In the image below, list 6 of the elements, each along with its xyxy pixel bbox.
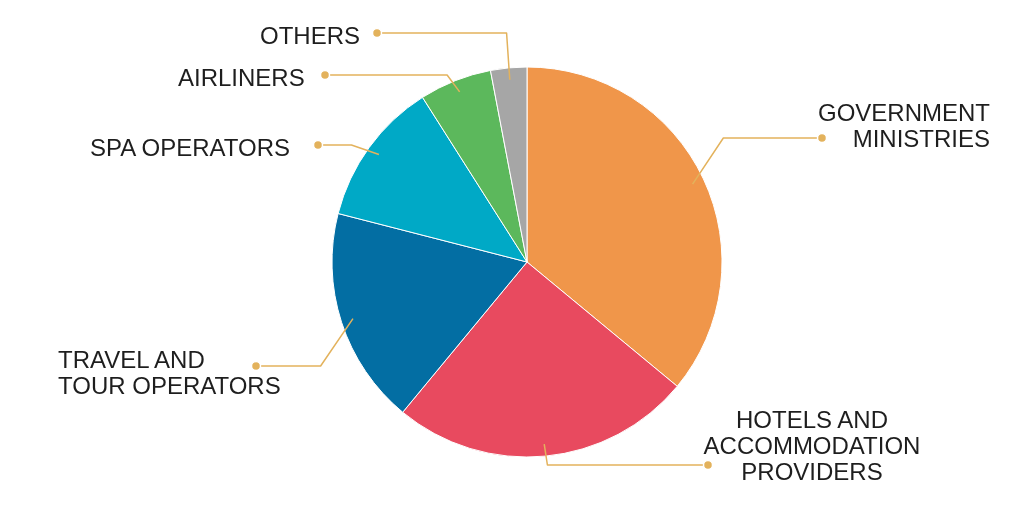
slice-label: SPA OPERATORS (90, 134, 291, 161)
slice-label: TRAVEL AND TOUR OPERATORS (58, 346, 281, 399)
slice-label: OTHERS (260, 22, 361, 49)
slice-label: AIRLINERS (178, 64, 305, 91)
slice-label: GOVERNMENT MINISTRIES (817, 99, 991, 152)
slice-label: HOTELS AND ACCOMMODATION PROVIDERS (703, 406, 921, 485)
